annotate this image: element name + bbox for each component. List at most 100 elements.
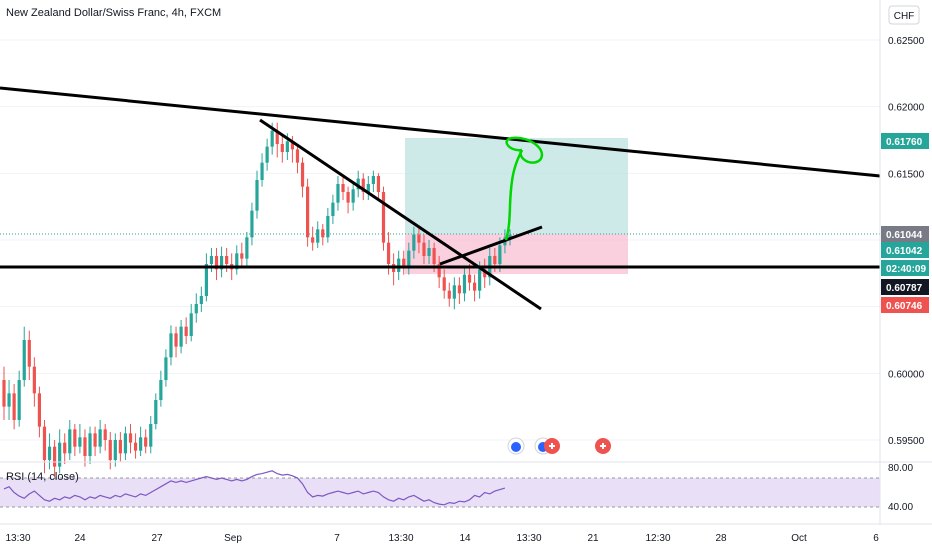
flag-icon[interactable] <box>511 442 521 452</box>
candle-body <box>397 258 401 272</box>
price-tag-label: 02:40:09 <box>886 264 926 275</box>
candle-body <box>280 144 284 152</box>
candle-body <box>442 277 446 291</box>
rsi-tick-label: 80.00 <box>888 463 913 474</box>
candle-body <box>493 256 497 264</box>
price-tag-label: 0.60746 <box>886 301 923 312</box>
price-tag <box>881 133 929 149</box>
candle-body <box>83 437 87 456</box>
candle-body <box>32 366 36 394</box>
candle-body <box>240 253 244 259</box>
candle-body <box>103 429 107 440</box>
projection-loop[interactable] <box>505 136 544 164</box>
price-tag <box>881 279 929 295</box>
price-tag <box>881 242 929 258</box>
candle-body <box>63 442 67 454</box>
candle-body <box>209 256 214 264</box>
target-zone <box>405 138 628 234</box>
candle-body <box>93 433 97 447</box>
candle-body <box>225 256 229 264</box>
candle-body <box>321 229 325 238</box>
time-tick-label: 28 <box>715 533 727 544</box>
candles <box>2 122 512 478</box>
candle-body <box>245 237 249 259</box>
price-tag <box>881 260 929 276</box>
candle-body <box>407 250 411 267</box>
candle-body <box>427 248 431 256</box>
time-tick-label: 14 <box>459 533 471 544</box>
price-tick-label: 0.61500 <box>888 169 925 180</box>
price-tag-label: 0.61044 <box>886 230 923 241</box>
currency-button[interactable]: CHF <box>888 5 920 25</box>
candle-body <box>331 202 335 216</box>
candle-body <box>472 282 477 291</box>
price-tick-label: 0.59500 <box>888 436 925 447</box>
candle-body <box>108 440 112 460</box>
upper-trendline[interactable] <box>0 86 881 178</box>
candle-body <box>376 176 381 192</box>
candle-body <box>2 380 6 407</box>
candle-body <box>184 326 188 336</box>
time-tick-label: 13:30 <box>388 533 413 544</box>
candle-body <box>381 192 386 243</box>
candle-body <box>300 162 305 187</box>
candle-body <box>118 440 122 454</box>
candle-body <box>478 269 482 291</box>
event-icons[interactable] <box>507 437 611 455</box>
candle-body <box>402 258 406 267</box>
candle-body <box>133 442 138 451</box>
candle-body <box>371 176 375 184</box>
candle-body <box>437 264 441 278</box>
candle-body <box>154 400 158 424</box>
candle-body <box>290 141 295 150</box>
candle-body <box>88 433 92 456</box>
candle-body <box>37 393 42 427</box>
candle-body <box>341 184 345 192</box>
candle-body <box>159 380 163 400</box>
time-tick-label: 27 <box>151 533 163 544</box>
breakout-trendline[interactable] <box>439 225 543 266</box>
rsi-band <box>0 478 880 507</box>
candle-body <box>27 340 31 367</box>
candle-body <box>22 340 26 380</box>
candle-body <box>270 130 274 147</box>
rsi-axis[interactable]: 80.00 40.00 <box>888 463 913 513</box>
candle-body <box>174 333 178 347</box>
rsi-tick-label: 40.00 <box>888 502 913 513</box>
candle-body <box>12 393 16 420</box>
candle-body <box>483 269 487 278</box>
candle-body <box>17 380 21 420</box>
candle-body <box>316 229 320 243</box>
candle-body <box>199 296 203 304</box>
candle-body <box>351 189 355 203</box>
time-axis[interactable]: 13:30 24 27 Sep 7 13:30 14 13:30 21 12:30 28 Oct 6 <box>5 533 879 544</box>
drawings[interactable] <box>0 86 881 311</box>
chart-title: New Zealand Dollar/Swiss Franc, 4h, FXCM <box>6 7 221 19</box>
candle-body <box>326 216 330 238</box>
candle-body <box>275 130 279 144</box>
candle-body <box>58 442 62 467</box>
time-tick-label: 13:30 <box>5 533 30 544</box>
candle-body <box>336 184 340 203</box>
price-tag-label: 0.61760 <box>886 137 923 148</box>
candle-body <box>295 149 300 163</box>
candle-body <box>139 437 143 451</box>
candle-body <box>361 178 365 192</box>
candle-body <box>169 333 173 358</box>
candle-body <box>179 326 183 347</box>
candle-body <box>68 429 72 454</box>
candle-body <box>7 393 11 407</box>
candle-body <box>189 313 193 336</box>
candle-body <box>250 210 254 238</box>
candle-body <box>164 357 168 380</box>
candle-body <box>42 426 47 460</box>
time-tick-label: Sep <box>224 533 242 544</box>
time-tick-label: Oct <box>791 533 807 544</box>
candle-body <box>311 237 315 243</box>
descending-trendline[interactable] <box>259 118 542 311</box>
candle-body <box>235 253 239 270</box>
price-tick-label: 0.62000 <box>888 103 925 114</box>
rsi-label: RSI (14, close) <box>6 471 79 483</box>
candle-body <box>214 256 219 270</box>
